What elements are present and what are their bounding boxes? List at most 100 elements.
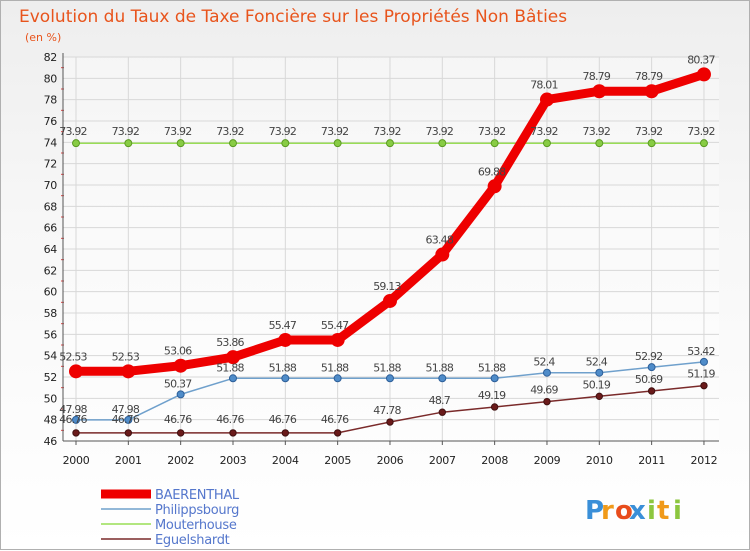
data-point: [386, 418, 394, 426]
data-label: 46.76: [59, 413, 87, 426]
data-label: 50.37: [164, 377, 192, 390]
y-tick-label: 76: [44, 115, 58, 128]
data-point: [121, 364, 136, 379]
logo-letter: x: [629, 496, 646, 526]
data-label: 47.78: [373, 404, 401, 417]
data-label: 51.88: [216, 361, 244, 374]
data-point: [647, 363, 656, 372]
data-label: 52.53: [59, 350, 87, 363]
data-labels: 73.92 73.92 73.92 73.92 73.92 73.92 73.92 73.92…: [59, 53, 716, 426]
data-label: 46.76: [164, 413, 192, 426]
data-point: [333, 429, 342, 437]
proxiti-logo: Pr ox i t i: [585, 496, 682, 526]
data-point: [72, 429, 80, 437]
y-tick-label: 46: [44, 435, 58, 448]
chart-subtitle: (en %): [25, 31, 61, 44]
data-point: [543, 397, 551, 406]
data-point: [647, 139, 656, 148]
data-label: 73.92: [583, 125, 611, 138]
y-tick-label: 70: [44, 179, 58, 192]
x-tick-label: 2004: [272, 454, 299, 467]
legend-entry: Philippsbourg: [155, 503, 239, 518]
data-label: 73.92: [373, 125, 401, 138]
series: [69, 67, 711, 437]
data-label: 46.76: [216, 413, 244, 426]
data-point: [438, 408, 447, 416]
data-point: [382, 293, 397, 308]
data-label: 52.4: [533, 356, 555, 369]
data-label: 73.92: [269, 125, 297, 138]
data-point: [542, 368, 551, 377]
data-point: [176, 139, 185, 148]
y-tick-label: 80: [44, 72, 58, 85]
y-tick-label: 52: [44, 371, 57, 384]
data-point: [72, 139, 80, 148]
x-tick-label: 2000: [63, 454, 90, 467]
data-point: [700, 381, 708, 390]
data-label: 73.92: [530, 125, 558, 138]
axes: 46 48 50 52 54 56 58 60 62 64 66 68 70 72 74 76 78 80 82 20…: [44, 51, 719, 467]
x-tick-label: 2008: [481, 454, 508, 467]
data-point: [330, 332, 345, 347]
data-point: [696, 67, 711, 82]
data-point: [229, 429, 237, 437]
data-point: [124, 415, 133, 424]
y-tick-label: 62: [44, 264, 57, 277]
data-label: 73.92: [59, 125, 87, 138]
data-label: 73.92: [321, 125, 349, 138]
data-label: 50.19: [583, 378, 611, 391]
data-label: 78.79: [583, 70, 611, 83]
data-label: 46.76: [269, 413, 297, 426]
data-point: [490, 403, 499, 411]
data-label: 47.98: [59, 403, 87, 416]
logo-letter: t: [657, 496, 669, 526]
data-point: [281, 139, 290, 148]
data-label: 73.92: [216, 125, 244, 138]
logo-letter: o: [615, 496, 633, 526]
data-label: 50.69: [635, 373, 663, 386]
data-label: 49.69: [530, 384, 558, 397]
data-point: [699, 139, 708, 148]
data-label: 49.19: [478, 389, 506, 402]
data-label: 55.47: [269, 319, 297, 332]
data-point: [333, 139, 342, 148]
x-tick-label: 2005: [324, 454, 351, 467]
data-point: [176, 390, 185, 399]
data-label: 51.88: [478, 361, 506, 374]
data-label: 78.79: [635, 70, 663, 83]
chart-title: Evolution du Taux de Taxe Foncière sur l…: [19, 7, 567, 27]
data-point: [333, 374, 342, 383]
data-point: [173, 358, 188, 373]
data-point: [699, 357, 708, 366]
y-tick-label: 60: [44, 286, 58, 299]
x-tick-label: 2007: [429, 454, 456, 467]
x-tick-label: 2006: [377, 454, 404, 467]
y-tick-label: 72: [44, 158, 57, 171]
data-label: 63.48: [426, 234, 454, 247]
y-tick-label: 54: [44, 350, 58, 363]
data-point: [539, 92, 554, 107]
y-tick-label: 56: [44, 328, 58, 341]
data-label: 51.88: [373, 361, 401, 374]
data-label: 69.88: [478, 165, 506, 178]
legend-entry: Eguelshardt: [155, 533, 230, 548]
x-tick-label: 2001: [115, 454, 142, 467]
y-tick-label: 48: [44, 414, 58, 427]
data-label: 48.7: [429, 394, 451, 407]
data-point: [281, 374, 290, 383]
data-label: 73.92: [635, 125, 663, 138]
legend-entry: BAERENTHAL: [155, 488, 240, 503]
data-point: [281, 429, 290, 437]
data-point: [124, 429, 133, 437]
data-point: [490, 374, 499, 383]
data-label: 78.01: [530, 79, 558, 92]
x-tick-label: 2009: [534, 454, 561, 467]
y-tick-label: 82: [44, 51, 57, 64]
data-point: [438, 139, 447, 148]
data-point: [595, 139, 604, 148]
logo-letter: i: [647, 496, 656, 526]
data-label: 47.98: [112, 403, 140, 416]
data-label: 52.92: [635, 350, 663, 363]
